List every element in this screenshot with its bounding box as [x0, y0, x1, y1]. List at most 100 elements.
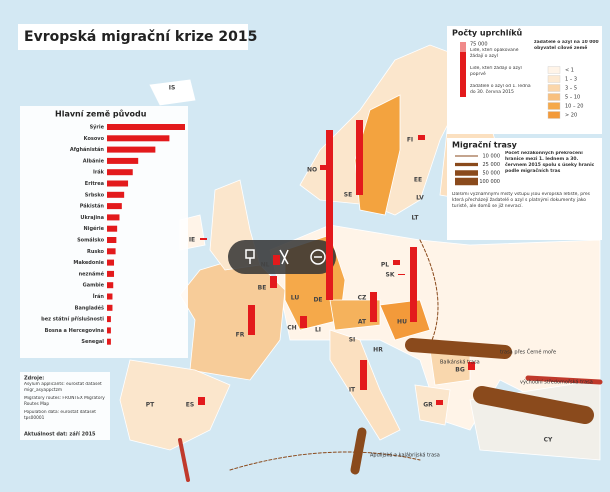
legend-text: Lidé, kteří žádají o azyl poprvé: [470, 66, 522, 77]
origin-bar: [107, 259, 115, 266]
sources-box: [20, 372, 110, 440]
sources-title: Zdroje:: [24, 376, 44, 382]
origin-bar: [107, 124, 185, 130]
class-swatch: [547, 93, 561, 101]
source-line: Migratory routes: FRONTEX Migratory Rout…: [24, 396, 105, 407]
origin-bar: [107, 270, 115, 277]
origin-name: Srbsko: [85, 192, 105, 198]
density-label: žadatelé o azyl na 10 000 obyvatel cílov…: [534, 40, 599, 51]
legend-bar-repeat: [460, 42, 466, 52]
origins-title: Hlavní země původu: [55, 109, 147, 119]
origin-bar: [107, 316, 111, 323]
origin-name: Albánie: [83, 157, 105, 164]
origin-name: Írán: [93, 292, 105, 300]
country-bar: [393, 260, 400, 265]
origin-bar: [107, 248, 116, 255]
class-swatch: [547, 84, 561, 92]
route-label: Apulijská a kalábrijská trasa: [370, 452, 440, 459]
routes-text: Dalšími významnými místy vstupu jsou evr…: [452, 192, 590, 209]
country-code: FR: [236, 332, 245, 339]
country-code: NO: [307, 167, 317, 174]
origin-name: Kosovo: [84, 136, 105, 142]
route-size: 50 000: [483, 171, 501, 177]
origin-name: Nigérie: [84, 225, 105, 232]
country-code: PL: [381, 262, 389, 269]
sources-updated: Aktuálnost dat: září 2015: [24, 431, 96, 438]
country-code: AT: [358, 319, 367, 326]
country-bar: [270, 276, 277, 288]
source-line: Population data: eurostat dataset tps000…: [24, 410, 96, 421]
route-label: trasa přes Černé moře: [500, 349, 556, 356]
class-swatch: [547, 111, 561, 119]
class-label: 1 – 3: [565, 77, 577, 83]
origin-name: Irák: [93, 169, 105, 176]
country-code: BG: [455, 367, 465, 374]
pin-icon[interactable]: [245, 249, 255, 264]
class-label: 3 – 5: [565, 86, 577, 92]
country-bar: [326, 130, 333, 300]
origin-bar: [107, 327, 111, 334]
country-bar: [273, 255, 280, 265]
country-code: IT: [349, 387, 356, 394]
origin-name: Rusko: [87, 249, 105, 255]
country-code: IS: [169, 85, 176, 92]
country-code: LT: [412, 215, 420, 222]
route-label: Balkánská trasa: [440, 359, 480, 366]
country-code: BE: [258, 285, 267, 292]
legend-label: Lidé, kteří žádají o azyl poprvé: [470, 66, 522, 77]
country-bar: [410, 247, 417, 322]
density-title: žadatelé o azyl na 10 000 obyvatel cílov…: [534, 40, 599, 51]
country-bar: [198, 397, 205, 405]
origin-name: Sýrie: [90, 124, 105, 131]
viewer-toolbar[interactable]: [228, 240, 336, 274]
tool-icon[interactable]: [279, 249, 289, 265]
class-label: 10 – 20: [565, 104, 583, 110]
source-line: Asylum applicants: eurostat dataset migr…: [24, 382, 102, 393]
country-code: LU: [291, 295, 300, 302]
country-bar: [398, 274, 405, 275]
country-code: GR: [423, 402, 433, 409]
country-code: PT: [146, 402, 155, 409]
origin-bar: [107, 146, 156, 153]
origin-name: Makedonie: [73, 260, 104, 266]
country-code: NL: [261, 262, 270, 269]
country-bar: [468, 362, 475, 370]
origin-name: Senegal: [81, 339, 104, 345]
country-bar: [300, 316, 307, 328]
origin-name: Ukrajina: [80, 215, 104, 221]
routes-text: Počet nezákonných překročení hranice mez…: [505, 151, 595, 174]
country-code: HR: [373, 347, 383, 354]
country-bar: [200, 238, 207, 240]
origin-name: Eritrea: [85, 181, 104, 187]
route-size: 100 000: [479, 179, 500, 185]
origins-panel: [20, 106, 188, 358]
route-size: 25 000: [483, 162, 501, 168]
origin-bar: [107, 169, 133, 176]
title: Evropská migrační krize 2015: [24, 29, 257, 45]
routes-paragraph: Počet nezákonných překročení hranice mez…: [505, 151, 595, 174]
country-code: DE: [313, 297, 322, 304]
legend-text: Lidé, kteří opakovaně žádají o azyl: [470, 48, 519, 59]
origin-bar: [107, 214, 120, 221]
more-icon[interactable]: [310, 249, 326, 265]
legend-bar: [460, 42, 466, 97]
route-size: 10 000: [483, 154, 501, 160]
origin-bar: [107, 135, 170, 142]
legend-title: Počty uprchlíků: [452, 28, 523, 38]
origin-name: Pákistán: [80, 203, 105, 210]
origin-name: Bosna a Hercegovina: [45, 328, 104, 334]
class-label: 5 – 10: [565, 95, 580, 101]
origin-bar: [107, 338, 111, 345]
source-text: Migratory routes: FRONTEX Migratory Rout…: [24, 396, 105, 407]
country-code: LI: [315, 327, 321, 334]
origin-bar: [107, 304, 113, 311]
origin-name: Somálsko: [77, 237, 105, 244]
class-swatch: [547, 102, 561, 110]
country-code: FI: [407, 137, 413, 144]
country-code: CZ: [358, 295, 367, 302]
legend-text: žadatelé o azyl od 1. ledna do 30. červn…: [470, 84, 531, 95]
routes-legend: [447, 138, 602, 240]
country-code: CY: [544, 437, 553, 444]
routes-title: Migrační trasy: [452, 140, 518, 150]
